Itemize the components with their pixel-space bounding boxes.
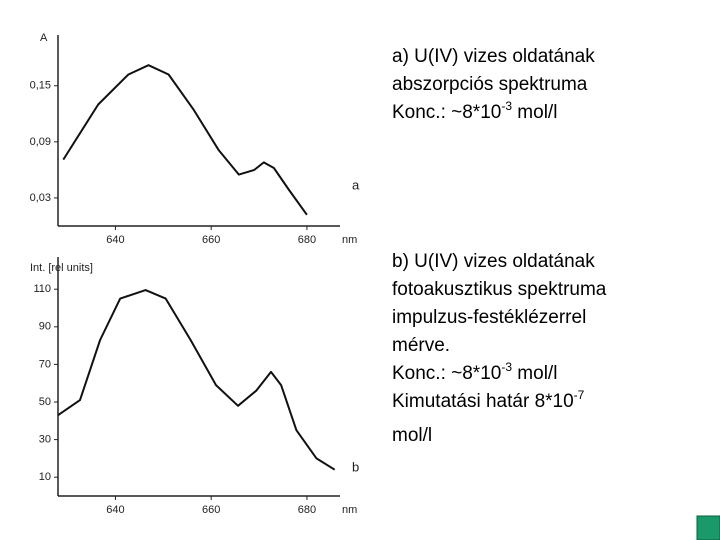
x-tick-label: 680	[298, 234, 316, 246]
y-tick-label: 10	[39, 471, 51, 483]
y-tick-label: 0,15	[30, 80, 51, 92]
text-a-conc: Konc.: ~8*10-3 mol/l	[392, 99, 557, 123]
x-tick-label: 660	[202, 504, 220, 516]
y-tick-label: 0,09	[30, 136, 51, 148]
text-b-line: b) U(IV) vizes oldatának	[392, 251, 595, 272]
panel-label: b	[352, 459, 359, 474]
sup: -3	[501, 99, 512, 113]
text-a-line: a) U(IV) vizes oldatának	[392, 46, 595, 67]
unit: mol/l	[512, 363, 557, 384]
text-a-line: abszorpciós spektruma	[392, 74, 588, 95]
x-tick-label: 640	[106, 504, 124, 516]
x-unit: nm	[342, 504, 357, 516]
conc: Konc.: ~8*10	[392, 102, 501, 123]
y-tick-label: 90	[39, 321, 51, 333]
sup: -3	[501, 360, 512, 374]
y-tick-label: 70	[39, 358, 51, 370]
y-tick-label: 50	[39, 396, 51, 408]
y-tick-label: 110	[33, 283, 51, 295]
curve	[57, 289, 336, 471]
text-b-line: impulzus-festéklézerrel	[392, 307, 586, 328]
unit: mol/l	[512, 102, 557, 123]
panel-label: a	[352, 177, 360, 192]
x-tick-label: 680	[298, 504, 316, 516]
nav-square	[696, 515, 720, 540]
conc: Konc.: ~8*10	[392, 363, 501, 384]
text-b-line: mol/l	[392, 425, 432, 446]
limit: Kimutatási határ 8*10	[392, 391, 574, 412]
x-unit: nm	[342, 234, 357, 246]
x-tick-label: 660	[202, 234, 220, 246]
text-b-conc: Konc.: ~8*10-3 mol/l	[392, 360, 557, 384]
x-tick-label: 640	[106, 234, 124, 246]
text-b-line: fotoakusztikus spektruma	[392, 279, 607, 300]
text-b-line: mérve.	[392, 335, 450, 356]
y-tick-label: 30	[39, 434, 51, 446]
y-axis-label: Int. [rel units]	[30, 262, 93, 274]
text-b-limit: Kimutatási határ 8*10-7	[392, 388, 585, 412]
sup: -7	[574, 388, 585, 402]
curve	[62, 64, 308, 216]
y-axis-label: A	[40, 32, 48, 44]
y-tick-label: 0,03	[30, 192, 51, 204]
